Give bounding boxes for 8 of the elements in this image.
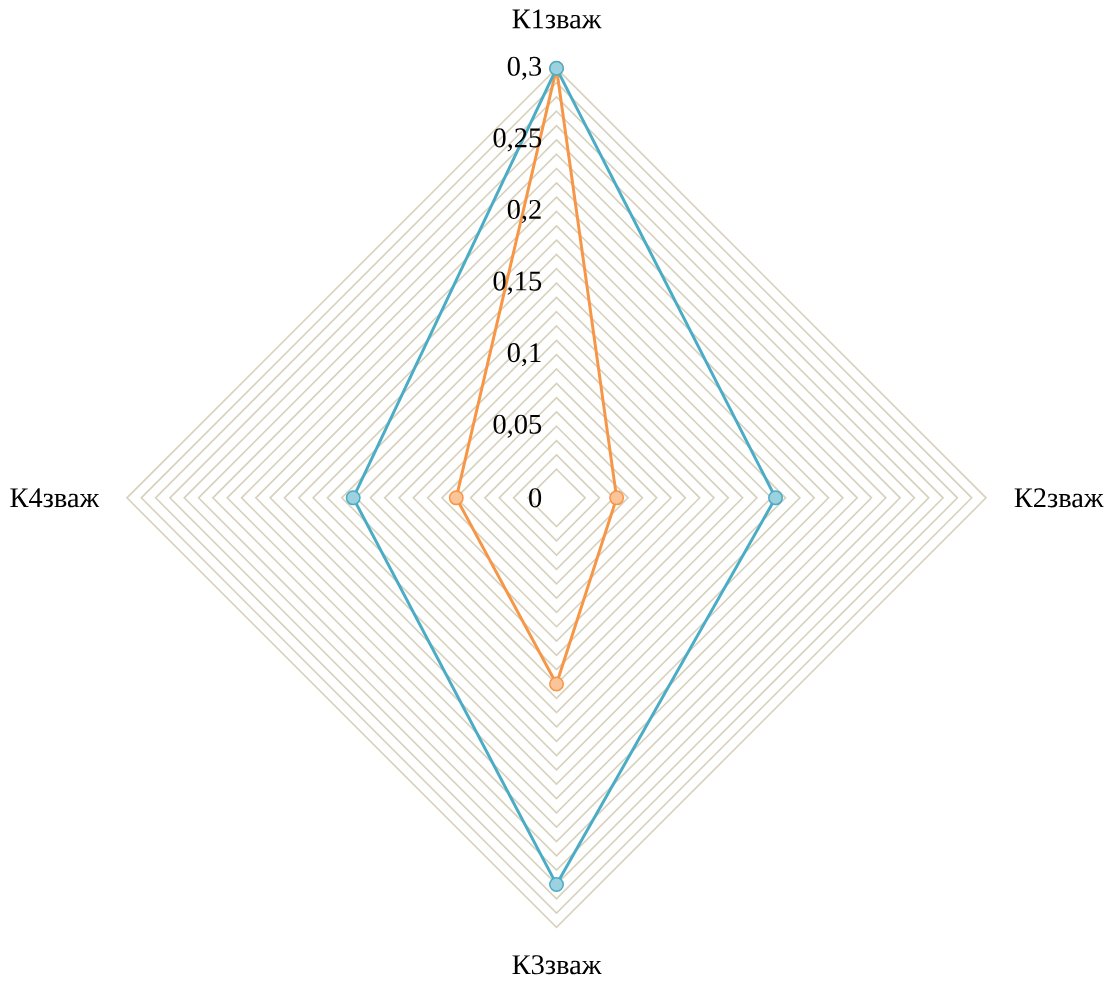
spoke-label: К2зваж [1014, 488, 1104, 508]
y-tick-label: 0,1 [507, 343, 541, 367]
y-tick-label: 0,05 [493, 414, 542, 439]
y-tick-label: 0 [529, 488, 542, 508]
spoke-label: К4зваж [10, 488, 100, 508]
spoke-label: К1зваж [512, 9, 602, 29]
y-tick-label: 0,3 [507, 56, 542, 81]
spoke-label: К3зваж [512, 955, 602, 975]
